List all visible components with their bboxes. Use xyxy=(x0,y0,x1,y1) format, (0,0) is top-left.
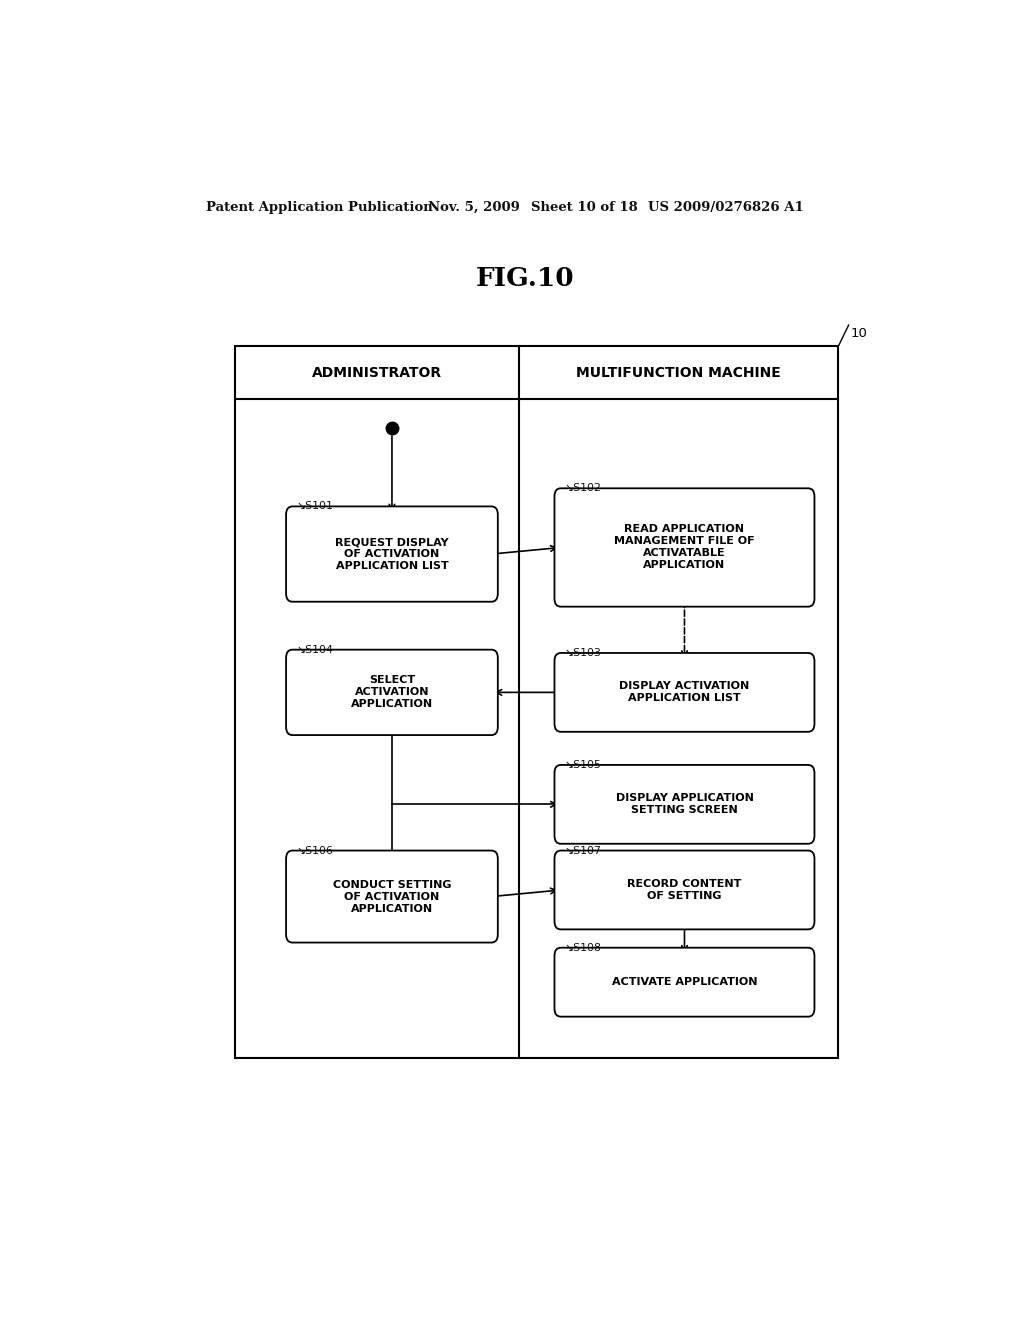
Text: Nov. 5, 2009: Nov. 5, 2009 xyxy=(428,201,520,214)
Text: MULTIFUNCTION MACHINE: MULTIFUNCTION MACHINE xyxy=(577,366,781,380)
Text: DISPLAY ACTIVATION
APPLICATION LIST: DISPLAY ACTIVATION APPLICATION LIST xyxy=(620,681,750,704)
Text: 10: 10 xyxy=(850,327,867,341)
Text: ↘S104: ↘S104 xyxy=(296,644,333,655)
Text: ↘S108: ↘S108 xyxy=(565,942,602,953)
Text: CONDUCT SETTING
OF ACTIVATION
APPLICATION: CONDUCT SETTING OF ACTIVATION APPLICATIO… xyxy=(333,879,452,913)
Text: Patent Application Publication: Patent Application Publication xyxy=(206,201,432,214)
FancyBboxPatch shape xyxy=(554,488,814,607)
Text: ↘S102: ↘S102 xyxy=(565,483,602,494)
Text: US 2009/0276826 A1: US 2009/0276826 A1 xyxy=(648,201,804,214)
Text: ↘S107: ↘S107 xyxy=(565,846,602,855)
FancyBboxPatch shape xyxy=(554,764,814,843)
FancyBboxPatch shape xyxy=(554,948,814,1016)
FancyBboxPatch shape xyxy=(554,653,814,731)
Text: ↘S103: ↘S103 xyxy=(565,648,602,659)
Text: ↘S106: ↘S106 xyxy=(296,846,333,855)
Text: ACTIVATE APPLICATION: ACTIVATE APPLICATION xyxy=(611,977,757,987)
Text: SELECT
ACTIVATION
APPLICATION: SELECT ACTIVATION APPLICATION xyxy=(351,676,433,709)
Text: ↘S105: ↘S105 xyxy=(565,760,602,770)
Text: READ APPLICATION
MANAGEMENT FILE OF
ACTIVATABLE
APPLICATION: READ APPLICATION MANAGEMENT FILE OF ACTI… xyxy=(614,524,755,570)
Text: ADMINISTRATOR: ADMINISTRATOR xyxy=(312,366,442,380)
FancyBboxPatch shape xyxy=(286,649,498,735)
FancyBboxPatch shape xyxy=(554,850,814,929)
Text: FIG.10: FIG.10 xyxy=(475,265,574,290)
Bar xyxy=(236,346,839,1057)
Text: ↘S101: ↘S101 xyxy=(296,502,333,511)
FancyBboxPatch shape xyxy=(286,850,498,942)
FancyBboxPatch shape xyxy=(286,507,498,602)
Text: Sheet 10 of 18: Sheet 10 of 18 xyxy=(531,201,638,214)
Text: REQUEST DISPLAY
OF ACTIVATION
APPLICATION LIST: REQUEST DISPLAY OF ACTIVATION APPLICATIO… xyxy=(335,537,449,572)
Text: DISPLAY APPLICATION
SETTING SCREEN: DISPLAY APPLICATION SETTING SCREEN xyxy=(615,793,754,816)
Text: RECORD CONTENT
OF SETTING: RECORD CONTENT OF SETTING xyxy=(628,879,741,902)
